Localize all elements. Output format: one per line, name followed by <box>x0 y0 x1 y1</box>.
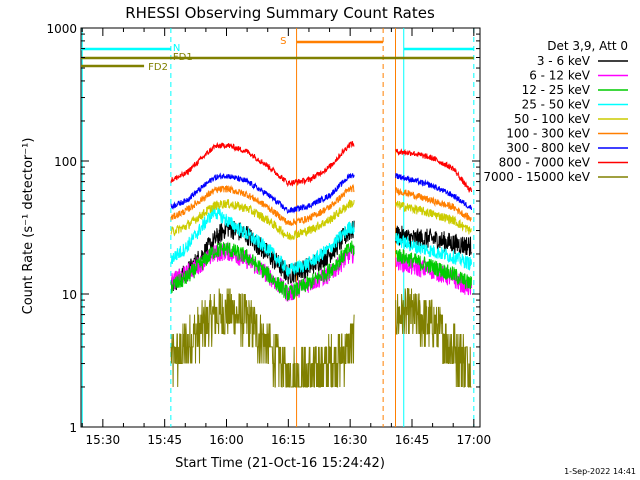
x-tick-label: 16:15 <box>271 433 306 447</box>
flag-label-fd1: FD1 <box>173 52 193 63</box>
y-tick-label: 1000 <box>46 22 77 36</box>
series-line <box>170 141 472 193</box>
x-tick-label: 17:00 <box>457 433 492 447</box>
legend-label: 25 - 50 keV <box>522 98 591 112</box>
x-axis: 15:30 15:45 16:00 16:15 16:30 16:45 17:00 <box>81 28 492 447</box>
x-tick-label: 16:30 <box>333 433 368 447</box>
legend-label: 6 - 12 keV <box>529 69 591 83</box>
x-tick-label: 16:00 <box>209 433 244 447</box>
y-axis-label: Count Rate (s⁻¹ detector⁻¹) <box>21 138 36 315</box>
x-tick-label: 15:30 <box>86 433 121 447</box>
series-line <box>170 205 472 277</box>
plot-frame <box>80 27 481 428</box>
y-axis: 1 10 100 1000 <box>46 22 480 435</box>
timestamp: 1-Sep-2022 14:41 <box>564 467 636 476</box>
x-axis-label: Start Time (21-Oct-16 15:24:42) <box>175 456 385 471</box>
legend-label: 12 - 25 keV <box>522 83 591 97</box>
legend-label: 50 - 100 keV <box>514 112 591 126</box>
legend-label: 7000 - 15000 keV <box>483 170 590 184</box>
series-line <box>170 240 472 301</box>
chart-title: RHESSI Observing Summary Count Rates <box>125 4 435 22</box>
flag-label-s: S <box>280 36 286 47</box>
flag-label-fd2: FD2 <box>148 62 168 73</box>
y-tick-label: 1 <box>69 421 77 435</box>
legend-title: Det 3,9, Att 0 <box>547 39 628 53</box>
y-tick-label: 10 <box>62 288 77 302</box>
legend-label: 100 - 300 keV <box>506 127 590 141</box>
legend-label: 800 - 7000 keV <box>499 156 591 170</box>
series-line <box>170 172 472 215</box>
series-line <box>170 183 472 226</box>
series-line <box>170 288 472 388</box>
y-tick-label: 100 <box>54 155 77 169</box>
legend-label: 3 - 6 keV <box>537 54 591 68</box>
x-tick-label: 15:45 <box>147 433 182 447</box>
x-tick-label: 16:45 <box>395 433 430 447</box>
series-line <box>170 199 472 241</box>
legend-label: 300 - 800 keV <box>506 141 590 155</box>
flag-label-n: N <box>173 43 180 54</box>
